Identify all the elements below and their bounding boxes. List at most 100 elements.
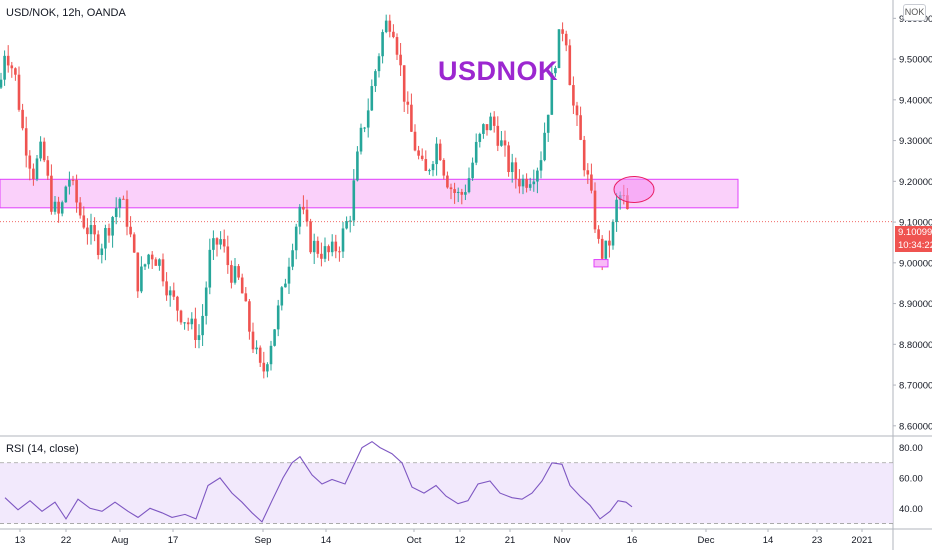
candle[interactable] — [514, 162, 518, 179]
candle[interactable] — [10, 65, 14, 69]
candle[interactable] — [406, 101, 410, 105]
candle[interactable] — [402, 65, 406, 102]
candle[interactable] — [298, 206, 302, 227]
candle[interactable] — [320, 253, 323, 259]
candle[interactable] — [550, 73, 554, 115]
candle[interactable] — [575, 105, 579, 116]
candle[interactable] — [586, 170, 590, 175]
candle[interactable] — [237, 266, 240, 278]
candle[interactable] — [460, 191, 464, 195]
candle[interactable] — [482, 124, 485, 134]
currency-badge[interactable]: NOK — [903, 4, 926, 21]
candle[interactable] — [442, 160, 446, 176]
rsi-line[interactable] — [4, 440, 633, 523]
candle[interactable] — [291, 250, 294, 267]
candle[interactable] — [604, 240, 608, 259]
candle[interactable] — [431, 164, 435, 171]
candle[interactable] — [377, 56, 381, 72]
candle[interactable] — [57, 201, 60, 214]
candle[interactable] — [78, 202, 82, 216]
candle[interactable] — [219, 239, 222, 245]
candle[interactable] — [302, 206, 305, 210]
candle[interactable] — [543, 132, 546, 161]
candle[interactable] — [64, 186, 68, 203]
candle[interactable] — [251, 331, 255, 350]
candle[interactable] — [208, 249, 212, 288]
candle[interactable] — [381, 32, 384, 57]
candle[interactable] — [53, 201, 57, 212]
candle[interactable] — [212, 238, 215, 250]
candle[interactable] — [132, 234, 136, 253]
candle[interactable] — [345, 221, 348, 229]
candle[interactable] — [154, 259, 158, 266]
candle[interactable] — [75, 179, 78, 203]
candle[interactable] — [248, 301, 251, 332]
candle[interactable] — [71, 179, 75, 181]
candle[interactable] — [233, 266, 237, 283]
candle[interactable] — [424, 159, 428, 171]
candle[interactable] — [269, 345, 273, 365]
candle[interactable] — [111, 217, 114, 236]
candle[interactable] — [179, 310, 183, 323]
candle[interactable] — [615, 199, 618, 222]
candle[interactable] — [323, 246, 327, 259]
candle[interactable] — [561, 29, 564, 34]
candle[interactable] — [161, 259, 165, 282]
candle[interactable] — [215, 238, 219, 245]
highlight-ellipse[interactable] — [613, 175, 655, 203]
candle[interactable] — [17, 74, 21, 110]
candle[interactable] — [46, 160, 50, 176]
candle[interactable] — [456, 191, 460, 194]
candle[interactable] — [485, 124, 489, 131]
candle[interactable] — [125, 199, 129, 227]
candle[interactable] — [14, 68, 17, 75]
candle[interactable] — [305, 209, 309, 222]
candle[interactable] — [474, 141, 478, 163]
candle[interactable] — [3, 55, 6, 80]
candle[interactable] — [536, 170, 539, 182]
candle[interactable] — [129, 226, 132, 235]
candle[interactable] — [510, 162, 514, 173]
candle[interactable] — [104, 228, 107, 249]
candle[interactable] — [492, 116, 496, 126]
candle[interactable] — [532, 181, 536, 185]
candle[interactable] — [366, 110, 370, 128]
candle[interactable] — [392, 31, 395, 38]
candle[interactable] — [122, 198, 125, 200]
candle[interactable] — [410, 104, 413, 132]
candle[interactable] — [590, 174, 593, 191]
candle[interactable] — [143, 264, 147, 267]
candle[interactable] — [39, 141, 42, 159]
candle[interactable] — [230, 265, 233, 283]
candle[interactable] — [435, 143, 438, 165]
candle[interactable] — [327, 246, 330, 253]
candle[interactable] — [68, 179, 71, 187]
candle[interactable] — [417, 150, 420, 156]
candle[interactable] — [500, 140, 503, 146]
candle[interactable] — [496, 125, 500, 146]
candle[interactable] — [147, 254, 150, 265]
candle[interactable] — [568, 45, 572, 86]
candle[interactable] — [118, 198, 122, 208]
candle[interactable] — [388, 20, 392, 32]
candle[interactable] — [82, 215, 86, 228]
candle[interactable] — [356, 151, 359, 181]
candle[interactable] — [255, 347, 258, 350]
candle[interactable] — [194, 318, 197, 340]
candle[interactable] — [518, 178, 521, 187]
candle[interactable] — [399, 54, 402, 66]
candle[interactable] — [176, 296, 179, 311]
candle[interactable] — [597, 229, 600, 239]
candle[interactable] — [600, 238, 604, 259]
candle[interactable] — [190, 318, 194, 325]
candle[interactable] — [582, 139, 586, 171]
candle[interactable] — [86, 227, 89, 235]
candle[interactable] — [330, 241, 334, 253]
candle[interactable] — [525, 178, 528, 188]
candle[interactable] — [564, 33, 568, 46]
candle[interactable] — [557, 29, 561, 69]
candle[interactable] — [438, 143, 442, 161]
candle[interactable] — [309, 221, 312, 253]
candle[interactable] — [464, 192, 467, 195]
